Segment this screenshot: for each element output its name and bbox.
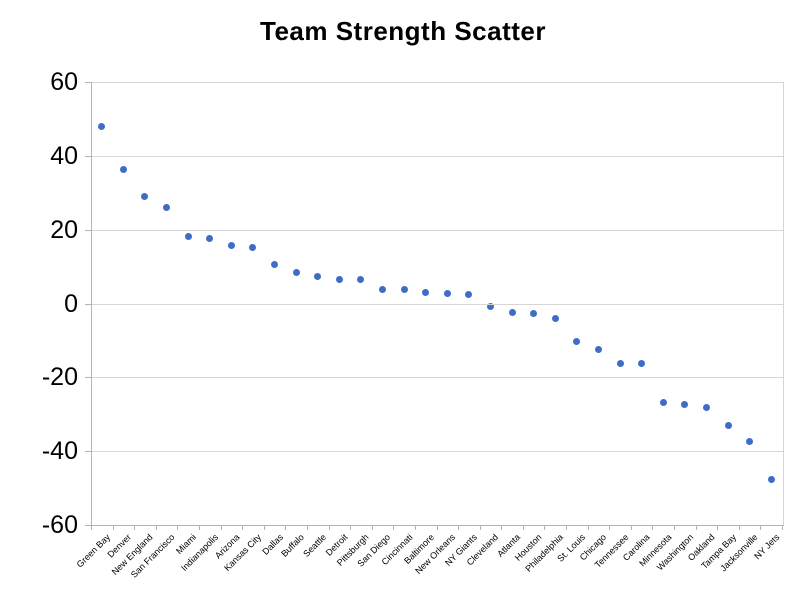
data-point[interactable] (702, 404, 710, 412)
data-point[interactable] (594, 346, 602, 354)
x-axis-tick (177, 526, 179, 530)
x-axis-tick (522, 526, 524, 530)
data-point[interactable] (206, 235, 214, 243)
data-point[interactable] (486, 302, 494, 310)
x-axis-tick (501, 526, 503, 530)
y-tick-label: 20 (50, 215, 78, 244)
y-axis-tick (85, 525, 91, 526)
data-point[interactable] (271, 260, 279, 268)
x-axis-tick (436, 526, 438, 530)
x-axis-tick (155, 526, 157, 530)
x-axis-tick (544, 526, 546, 530)
y-tick-label: 40 (50, 141, 78, 170)
x-axis-tick (242, 526, 244, 530)
y-axis-tick (85, 229, 91, 231)
x-axis-tick (134, 526, 136, 530)
y-axis-tick (85, 377, 91, 379)
x-axis-tick (479, 526, 481, 530)
y-tick-label: -60 (41, 511, 78, 539)
x-tick-label: Seattle (300, 532, 328, 559)
data-point[interactable] (335, 276, 343, 283)
x-axis-tick (198, 526, 200, 530)
x-axis-tick (738, 526, 740, 530)
data-point[interactable] (767, 475, 775, 483)
x-axis-tick (630, 526, 632, 530)
y-tick-label: 0 (64, 289, 78, 318)
data-point[interactable] (292, 269, 300, 277)
data-point[interactable] (659, 398, 667, 406)
data-point[interactable] (530, 309, 538, 317)
x-axis-tick (91, 526, 92, 530)
y-axis-tick (85, 155, 91, 157)
x-axis-tick (566, 526, 568, 530)
x-axis-tick (285, 526, 287, 530)
data-point[interactable] (249, 243, 257, 251)
x-axis-tick (587, 526, 589, 530)
x-axis-tick (760, 526, 762, 530)
x-axis-tick (674, 526, 676, 530)
data-point[interactable] (422, 288, 430, 296)
plot-area (91, 82, 784, 526)
data-point[interactable] (227, 241, 235, 249)
data-point[interactable] (724, 421, 732, 429)
y-axis-tick (85, 82, 91, 83)
data-point[interactable] (573, 338, 581, 346)
data-point[interactable] (400, 286, 408, 294)
data-point[interactable] (465, 290, 473, 298)
data-point[interactable] (746, 438, 754, 446)
x-axis-tick (350, 526, 352, 530)
y-axis-tick (85, 303, 91, 305)
x-axis-tick (112, 526, 114, 530)
y-tick-label: -40 (41, 437, 78, 466)
data-point[interactable] (443, 290, 451, 298)
data-point[interactable] (163, 204, 171, 212)
data-point[interactable] (314, 273, 322, 281)
x-axis-tick (782, 526, 783, 530)
data-point[interactable] (379, 285, 387, 293)
x-tick-label: Buffalo (279, 532, 307, 559)
x-axis-tick (328, 526, 330, 530)
y-tick-label: -20 (41, 363, 78, 392)
data-point[interactable] (616, 360, 624, 368)
x-axis-tick (393, 526, 395, 530)
x-axis-tick (306, 526, 308, 530)
data-point[interactable] (508, 309, 516, 317)
data-point[interactable] (98, 122, 106, 130)
data-point[interactable] (119, 165, 127, 173)
data-point[interactable] (184, 232, 192, 240)
x-axis-tick (371, 526, 373, 530)
data-point[interactable] (681, 400, 689, 408)
x-axis-tick (717, 526, 719, 530)
x-axis-tick (609, 526, 611, 530)
x-axis-tick (414, 526, 416, 530)
data-point[interactable] (638, 360, 646, 368)
data-point[interactable] (141, 192, 149, 200)
data-point[interactable] (357, 276, 365, 284)
y-tick-label: 60 (50, 68, 78, 96)
x-axis-tick (652, 526, 654, 530)
x-axis-tick (695, 526, 697, 530)
x-axis-tick (458, 526, 460, 530)
data-point[interactable] (551, 315, 559, 323)
x-axis-tick (220, 526, 222, 530)
chart-title: Team Strength Scatter (260, 16, 546, 46)
y-axis-tick (85, 451, 91, 453)
x-axis-tick (263, 526, 265, 530)
